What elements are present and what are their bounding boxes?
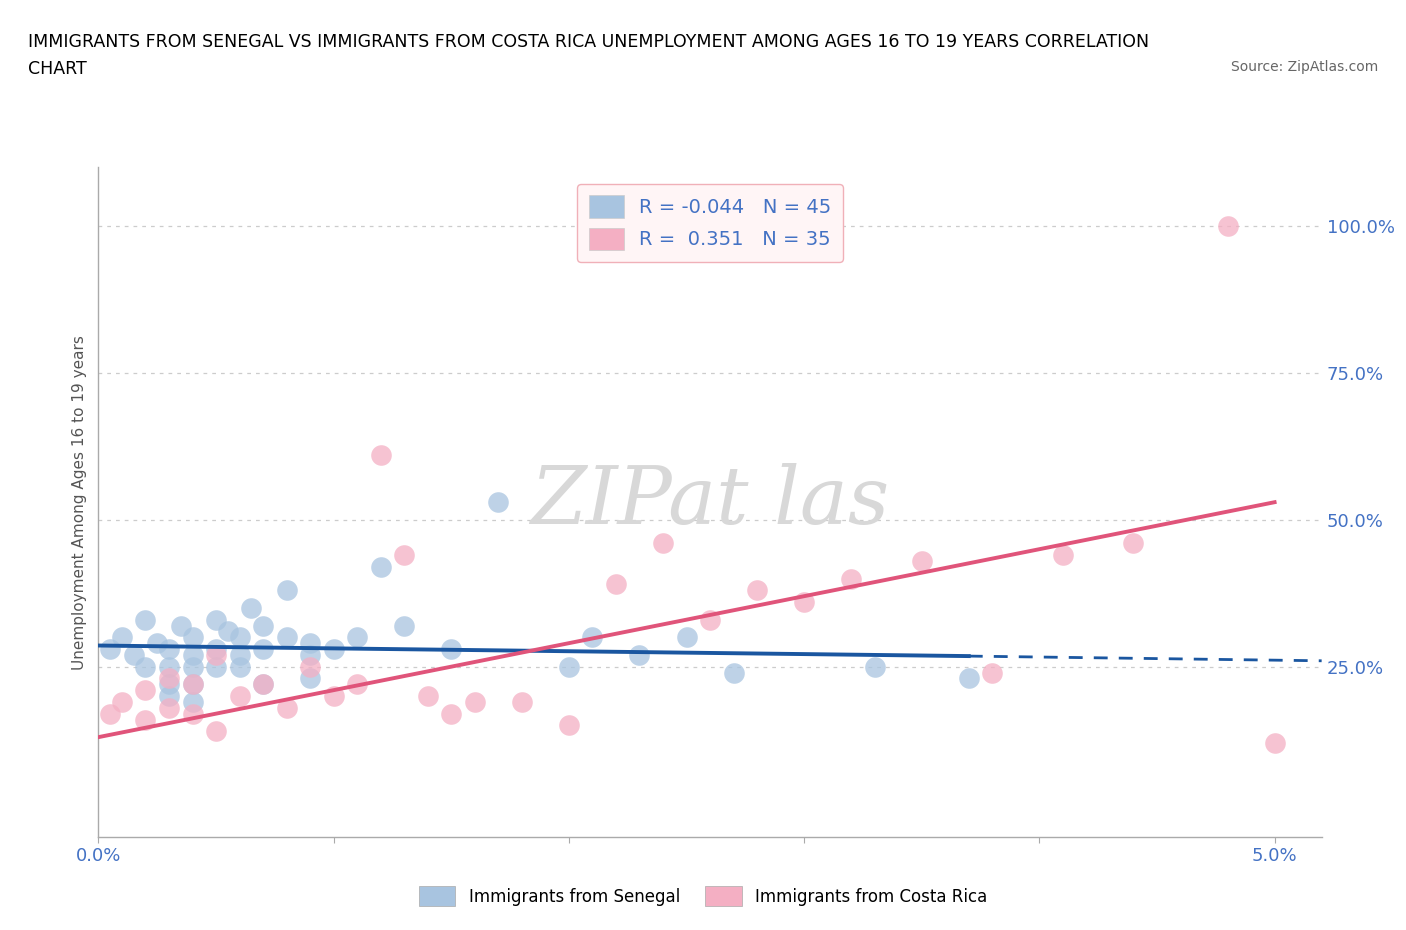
Point: [134, 612, 156, 627]
Point: [228, 659, 250, 674]
Point: [981, 665, 1004, 680]
Point: [346, 677, 368, 692]
Point: [252, 677, 274, 692]
Point: [217, 624, 239, 639]
Point: [134, 659, 156, 674]
Point: [157, 688, 180, 703]
Point: [157, 671, 180, 685]
Point: [240, 601, 263, 616]
Point: [675, 630, 697, 644]
Point: [911, 553, 934, 568]
Point: [252, 618, 274, 633]
Point: [157, 700, 180, 715]
Point: [1052, 548, 1074, 563]
Point: [957, 671, 980, 685]
Point: [581, 630, 603, 644]
Point: [181, 647, 204, 662]
Point: [181, 659, 204, 674]
Point: [440, 706, 463, 721]
Point: [111, 630, 134, 644]
Point: [299, 659, 322, 674]
Point: [863, 659, 886, 674]
Point: [157, 677, 180, 692]
Point: [181, 677, 204, 692]
Point: [157, 659, 180, 674]
Text: CHART: CHART: [28, 60, 87, 78]
Point: [745, 583, 768, 598]
Point: [252, 677, 274, 692]
Point: [699, 612, 721, 627]
Point: [392, 618, 416, 633]
Point: [98, 642, 121, 657]
Point: [1216, 219, 1239, 233]
Point: [146, 636, 169, 651]
Point: [322, 642, 344, 657]
Point: [839, 571, 862, 586]
Point: [1122, 536, 1144, 551]
Point: [170, 618, 193, 633]
Point: [181, 630, 204, 644]
Point: [205, 642, 228, 657]
Point: [134, 712, 156, 727]
Point: [558, 718, 581, 733]
Point: [98, 706, 121, 721]
Point: [181, 706, 204, 721]
Point: [370, 559, 392, 574]
Point: [228, 688, 250, 703]
Point: [416, 688, 439, 703]
Point: [111, 695, 134, 710]
Point: [486, 495, 509, 510]
Point: [464, 695, 486, 710]
Point: [299, 647, 322, 662]
Point: [276, 700, 298, 715]
Point: [558, 659, 581, 674]
Point: [299, 636, 322, 651]
Point: [346, 630, 368, 644]
Point: [793, 594, 815, 609]
Point: [440, 642, 463, 657]
Text: IMMIGRANTS FROM SENEGAL VS IMMIGRANTS FROM COSTA RICA UNEMPLOYMENT AMONG AGES 16: IMMIGRANTS FROM SENEGAL VS IMMIGRANTS FR…: [28, 33, 1149, 50]
Point: [252, 642, 274, 657]
Point: [205, 724, 228, 738]
Point: [299, 671, 322, 685]
Point: [228, 630, 250, 644]
Point: [510, 695, 533, 710]
Text: ZIPat las: ZIPat las: [530, 463, 890, 541]
Point: [723, 665, 745, 680]
Point: [605, 577, 627, 591]
Point: [134, 683, 156, 698]
Point: [1264, 736, 1286, 751]
Point: [205, 612, 228, 627]
Point: [228, 647, 250, 662]
Point: [322, 688, 344, 703]
Legend: Immigrants from Senegal, Immigrants from Costa Rica: Immigrants from Senegal, Immigrants from…: [412, 880, 994, 912]
Point: [181, 677, 204, 692]
Point: [652, 536, 675, 551]
Point: [205, 647, 228, 662]
Point: [157, 642, 180, 657]
Y-axis label: Unemployment Among Ages 16 to 19 years: Unemployment Among Ages 16 to 19 years: [72, 335, 87, 670]
Point: [276, 583, 298, 598]
Text: Source: ZipAtlas.com: Source: ZipAtlas.com: [1230, 60, 1378, 74]
Point: [628, 647, 651, 662]
Point: [181, 695, 204, 710]
Point: [392, 548, 416, 563]
Point: [205, 659, 228, 674]
Point: [122, 647, 145, 662]
Point: [370, 447, 392, 462]
Point: [276, 630, 298, 644]
Legend: R = -0.044   N = 45, R =  0.351   N = 35: R = -0.044 N = 45, R = 0.351 N = 35: [576, 184, 844, 261]
